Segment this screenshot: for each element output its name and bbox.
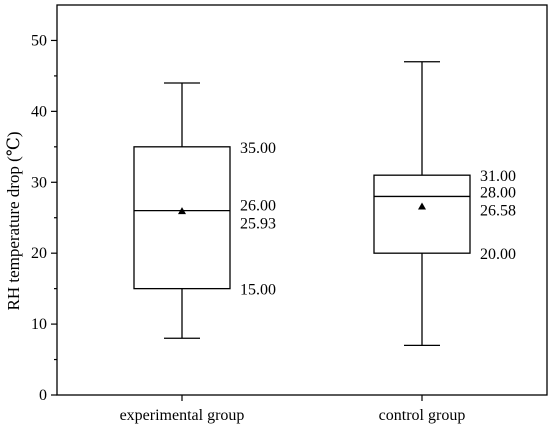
box-iqr xyxy=(373,174,471,254)
x-category-label: control group xyxy=(379,407,466,424)
mean-marker xyxy=(418,202,426,210)
y-tick-label: 20 xyxy=(31,245,47,262)
q1-label: 20.00 xyxy=(480,246,516,263)
mean-label: 26.58 xyxy=(480,202,516,219)
y-tick-label: 30 xyxy=(31,174,47,191)
x-category-label: experimental group xyxy=(120,407,245,424)
y-tick-label: 10 xyxy=(31,316,47,333)
plot-frame xyxy=(56,4,548,396)
box-iqr xyxy=(133,146,231,290)
q3-label: 35.00 xyxy=(240,140,276,157)
y-axis-title: RH temperature drop (℃) xyxy=(4,131,23,310)
median-label: 26.00 xyxy=(240,198,276,215)
q1-label: 15.00 xyxy=(240,282,276,299)
y-tick-label: 50 xyxy=(31,32,47,49)
mean-label: 25.93 xyxy=(240,216,276,233)
y-tick-label: 40 xyxy=(31,103,47,120)
y-tick-label: 0 xyxy=(39,387,47,404)
median-label: 28.00 xyxy=(480,184,516,201)
mean-marker xyxy=(178,207,186,215)
q3-label: 31.00 xyxy=(480,168,516,185)
